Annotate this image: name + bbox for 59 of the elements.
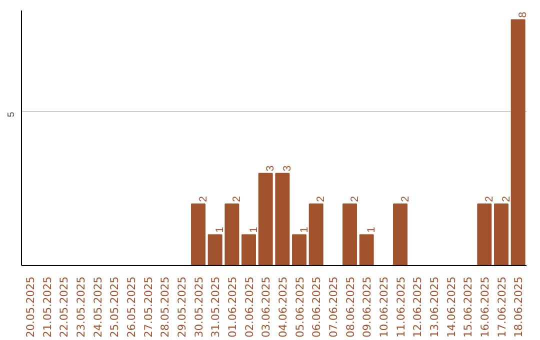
bar xyxy=(308,204,324,266)
x-tick-label: 18.06.2025 xyxy=(512,276,526,338)
x-tick-label: 22.05.2025 xyxy=(58,276,71,338)
x-tick-label: 26.05.2025 xyxy=(124,276,138,338)
data-label: 2 xyxy=(399,196,412,202)
data-label: 2 xyxy=(197,196,210,202)
bar xyxy=(393,204,408,266)
x-tick-label: 02.06.2025 xyxy=(242,276,256,338)
x-tick-label: 01.06.2025 xyxy=(226,276,239,338)
bar xyxy=(477,204,492,266)
x-tick-label: 23.05.2025 xyxy=(74,276,88,338)
data-label: 3 xyxy=(264,165,277,172)
x-tick-label: 28.05.2025 xyxy=(158,276,172,338)
data-label: 2 xyxy=(315,196,328,202)
bar xyxy=(359,234,374,266)
data-label: 8 xyxy=(517,12,530,18)
x-tick-label: 08.06.2025 xyxy=(344,276,357,338)
x-tick-label: 21.05.2025 xyxy=(40,276,54,338)
bar xyxy=(275,172,290,266)
x-tick-label: 31.05.2025 xyxy=(209,276,222,338)
bar xyxy=(191,204,206,266)
x-tick-label: 03.06.2025 xyxy=(260,276,273,338)
x-tick-label: 30.05.2025 xyxy=(192,276,206,338)
x-tick-label: 14.06.2025 xyxy=(444,276,458,338)
data-label: 2 xyxy=(348,196,361,202)
x-tick-label: 09.06.2025 xyxy=(360,276,374,338)
data-label: 3 xyxy=(281,165,294,172)
x-tick-label: 15.06.2025 xyxy=(462,276,475,338)
x-tick-label: 11.06.2025 xyxy=(394,276,408,338)
y-tick-label: 5 xyxy=(6,112,16,118)
data-label: 2 xyxy=(500,196,512,202)
x-tick-label: 06.06.2025 xyxy=(310,276,324,338)
x-tick-label: 10.06.2025 xyxy=(377,276,390,338)
x-tick-label: 17.06.2025 xyxy=(495,276,508,338)
bar xyxy=(242,234,256,266)
x-tick-label: 05.06.2025 xyxy=(293,276,306,338)
x-tick-label: 29.05.2025 xyxy=(175,276,188,338)
x-tick-label: 16.06.2025 xyxy=(478,276,492,338)
bar xyxy=(510,19,526,266)
data-label: 1 xyxy=(366,226,378,233)
x-tick-label: 04.06.2025 xyxy=(276,276,290,338)
data-label: 1 xyxy=(298,226,310,233)
bar xyxy=(258,172,273,266)
data-label: 2 xyxy=(230,196,243,202)
x-tick-label: 07.06.2025 xyxy=(326,276,340,338)
data-label: 1 xyxy=(214,226,226,233)
bar xyxy=(342,204,357,266)
bar xyxy=(292,234,306,266)
data-label: 1 xyxy=(248,226,260,233)
x-tick-label: 13.06.2025 xyxy=(428,276,441,338)
data-label: 2 xyxy=(483,196,496,202)
x-tick-label: 12.06.2025 xyxy=(411,276,424,338)
x-tick-label: 25.05.2025 xyxy=(108,276,122,338)
bar xyxy=(208,234,222,266)
bar xyxy=(224,204,240,266)
x-tick-label: 20.05.2025 xyxy=(24,276,37,338)
x-tick-label: 27.05.2025 xyxy=(142,276,155,338)
x-tick-label: 24.05.2025 xyxy=(91,276,104,338)
bar xyxy=(494,204,508,266)
